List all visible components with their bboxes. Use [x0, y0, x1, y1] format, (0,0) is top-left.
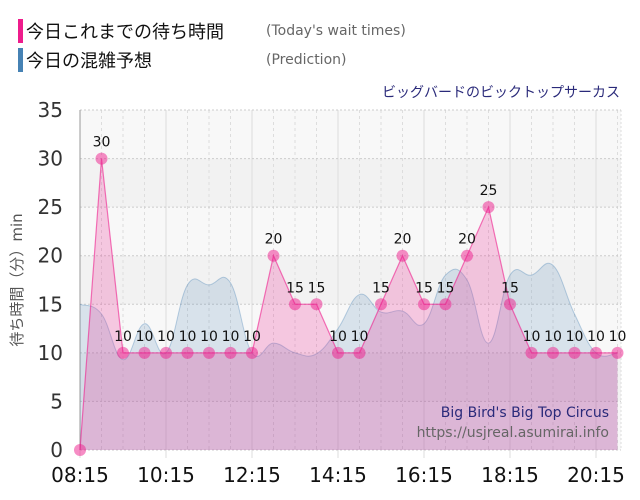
wait-time-point — [396, 249, 409, 262]
data-label: 10 — [609, 329, 627, 345]
data-label: 10 — [329, 329, 347, 345]
legend-swatch — [18, 19, 23, 43]
data-label: 30 — [93, 135, 111, 151]
data-label: 10 — [222, 329, 240, 345]
x-tick-label: 18:15 — [481, 463, 539, 487]
wait-time-point — [547, 346, 559, 359]
grid-band — [80, 255, 621, 305]
wait-time-point — [95, 152, 108, 165]
grid-band — [80, 401, 621, 450]
wait-time-point — [482, 201, 495, 214]
wait-time-area — [80, 158, 618, 451]
wait-time-point — [224, 346, 237, 359]
wait-time-point — [117, 346, 129, 359]
wait-time-point — [289, 298, 301, 311]
wait-time-point — [375, 298, 387, 311]
data-label: 15 — [501, 280, 519, 296]
wait-time-point — [353, 346, 366, 359]
data-label: 20 — [458, 232, 476, 248]
wait-time-point — [525, 346, 538, 359]
legend-swatch — [18, 48, 23, 72]
wait-time-point — [246, 346, 258, 359]
data-label: 25 — [480, 183, 498, 199]
grid-band — [80, 207, 621, 256]
wait-time-point — [590, 346, 602, 359]
watermark-title: Big Bird's Big Top Circus — [441, 405, 609, 421]
wait-time-point — [461, 249, 473, 262]
wait-time-point — [310, 298, 323, 311]
wait-time-point — [160, 346, 172, 359]
grid-band — [80, 304, 621, 353]
wait-time-point — [332, 346, 344, 359]
legend-label-ja: 今日これまでの待ち時間 — [26, 22, 224, 43]
x-tick-label: 12:15 — [223, 463, 281, 487]
legend-label-ja: 今日の混雑予想 — [26, 51, 152, 72]
wait-time-point — [138, 346, 151, 359]
data-label: 10 — [157, 329, 175, 345]
data-label: 15 — [437, 280, 455, 296]
y-tick-label: 5 — [50, 389, 63, 413]
grid-band — [80, 158, 621, 208]
wait-time-point — [203, 346, 215, 359]
y-tick-label: 10 — [38, 341, 63, 365]
x-tick-label: 14:15 — [309, 463, 367, 487]
data-label: 15 — [372, 280, 390, 296]
watermark-url: https://usjreal.asumirai.info — [417, 425, 609, 441]
data-label: 10 — [544, 329, 562, 345]
data-label: 10 — [587, 329, 605, 345]
y-tick-label: 35 — [38, 98, 63, 122]
wait-time-point — [267, 249, 280, 262]
legend-label-en: (Today's wait times) — [266, 23, 406, 39]
legend-item-prediction: 今日の混雑予想 (Prediction) — [18, 48, 346, 72]
y-tick-label: 30 — [38, 147, 63, 171]
y-tick-label: 15 — [38, 292, 63, 316]
y-tick-label: 25 — [38, 195, 63, 219]
wait-time-point — [611, 346, 624, 359]
data-label: 20 — [265, 232, 283, 248]
wait-time-point — [568, 346, 581, 359]
grid-band — [80, 352, 621, 402]
x-tick-label: 20:15 — [567, 463, 625, 487]
data-label: 10 — [179, 329, 197, 345]
attraction-name: ビッグバードのビックトップサーカス — [382, 85, 620, 101]
y-tick-label: 0 — [50, 438, 63, 462]
legend-item-wait-times: 今日これまでの待ち時間 (Today's wait times) — [18, 19, 406, 43]
wait-time-point — [181, 346, 194, 359]
data-label: 10 — [136, 329, 154, 345]
prediction-area — [80, 263, 618, 450]
data-label: 10 — [351, 329, 369, 345]
wait-time-point — [74, 444, 86, 456]
grid-band — [80, 110, 621, 159]
data-label: 15 — [286, 280, 304, 296]
data-label: 10 — [200, 329, 218, 345]
wait-time-point — [439, 298, 452, 311]
data-label: 10 — [243, 329, 261, 345]
x-tick-label: 10:15 — [137, 463, 195, 487]
legend-label-en: (Prediction) — [266, 52, 347, 68]
data-label: 10 — [523, 329, 541, 345]
wait-time-point — [418, 298, 430, 311]
data-label: 15 — [415, 280, 433, 296]
data-label: 10 — [114, 329, 132, 345]
x-tick-label: 16:15 — [395, 463, 453, 487]
prediction-line — [79, 262, 618, 361]
data-label: 20 — [394, 232, 412, 248]
data-label: 15 — [308, 280, 326, 296]
x-tick-label: 08:15 — [51, 463, 109, 487]
wait-time-point — [504, 298, 516, 311]
data-label: 10 — [566, 329, 584, 345]
y-axis-title: 待ち時間（分）min — [8, 213, 26, 346]
y-tick-label: 20 — [38, 244, 63, 268]
